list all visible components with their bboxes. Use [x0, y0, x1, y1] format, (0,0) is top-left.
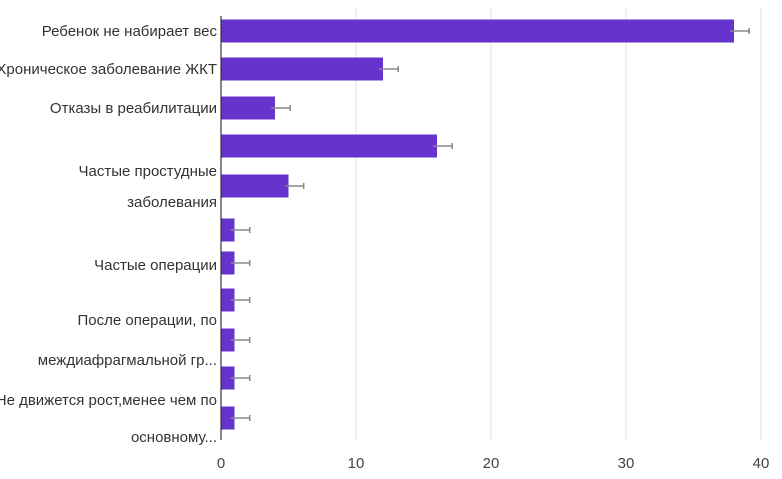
category-label: основному... [131, 429, 217, 446]
x-tick-labels: 0 10 20 30 40 [217, 455, 770, 472]
category-label: междиафрагмальной гр... [38, 352, 217, 369]
bar [221, 174, 289, 198]
bar [221, 96, 275, 120]
category-label: Хроническое заболевание ЖКТ [0, 61, 217, 78]
grid-lines [355, 8, 762, 440]
category-label: Частые операции [94, 257, 217, 274]
x-tick-label: 40 [753, 455, 770, 472]
category-label: заболевания [127, 194, 217, 211]
x-tick-label: 20 [483, 455, 500, 472]
category-label: Частые простудные [78, 163, 217, 180]
bar [221, 251, 235, 275]
category-label: Ребенок не набирает вес [42, 23, 218, 40]
bars [221, 19, 734, 430]
category-label: Не движется рост,менее чем по [0, 392, 217, 409]
category-label: После операции, по [77, 312, 217, 329]
bar [221, 288, 235, 312]
bar [221, 19, 734, 43]
bar [221, 218, 235, 242]
bar [221, 57, 383, 81]
category-label: Отказы в реабилитации [50, 100, 217, 117]
category-labels: Ребенок не набирает вес Хроническое забол… [0, 23, 217, 446]
x-tick-label: 0 [217, 455, 225, 472]
x-tick-label: 30 [618, 455, 635, 472]
bar [221, 406, 235, 430]
x-tick-label: 10 [348, 455, 365, 472]
error-bars [230, 28, 750, 421]
bar [221, 366, 235, 390]
bar [221, 134, 437, 158]
bar [221, 328, 235, 352]
